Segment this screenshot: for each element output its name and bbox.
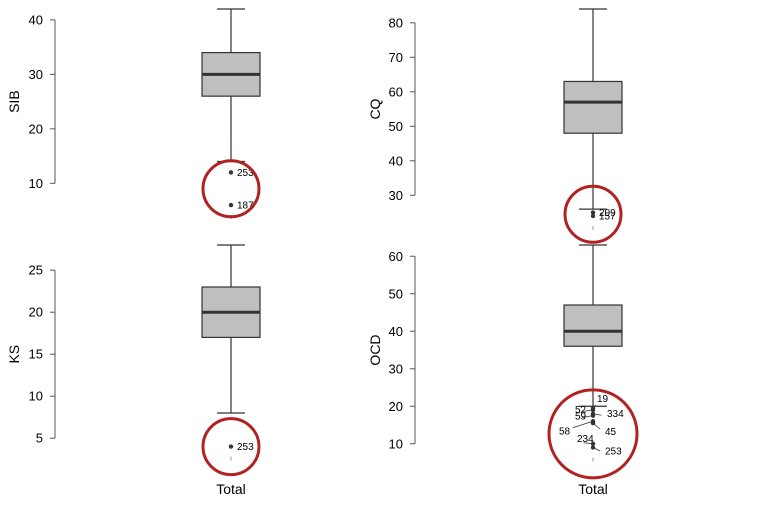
outliers: 253 187 <box>228 168 254 212</box>
outlier-highlight-circle <box>563 184 623 244</box>
outlier-point <box>228 444 234 449</box>
outlier-label: 59 <box>575 412 587 423</box>
y-tick-label: 30 <box>29 67 43 82</box>
outlier-point <box>228 202 234 208</box>
boxplot-panel-sib: 10 20 30 40 SIB 253 187 <box>6 8 261 220</box>
outlier-label: 209 <box>599 208 616 219</box>
y-tick-label: 70 <box>389 50 403 65</box>
outlier-label: 157 <box>599 212 616 223</box>
y-tick-label: 40 <box>29 12 43 27</box>
outlier-label: 187 <box>237 201 254 212</box>
y-tick-label: 50 <box>389 286 403 301</box>
outlier-label: 253 <box>237 168 254 179</box>
y-axis-title: KS <box>6 345 22 364</box>
outlier-label: 45 <box>605 427 617 438</box>
outlier-leader <box>583 442 594 445</box>
y-tick-label: 60 <box>389 84 403 99</box>
outlier-leader <box>592 422 601 430</box>
y-axis: 5 10 15 20 25 <box>29 263 56 446</box>
y-tick-label: 20 <box>389 399 403 414</box>
boxplot-panel-ks: 5 10 15 20 25 KS 253 Total <box>6 244 261 497</box>
y-tick-label: 40 <box>389 324 403 339</box>
y-axis: 30 40 50 60 70 80 <box>389 15 416 203</box>
outlier-highlight-circle <box>547 388 639 480</box>
y-tick-label: 60 <box>389 249 403 264</box>
outlier-leader <box>572 420 594 429</box>
y-tick-label: 10 <box>389 436 403 451</box>
outlier-label: 234 <box>577 434 594 445</box>
y-axis: 10 20 30 40 <box>29 12 56 191</box>
y-tick-label: 10 <box>29 176 43 191</box>
outlier-highlight-circle <box>201 159 261 219</box>
outlier-leader <box>592 447 601 452</box>
outlier-point <box>590 213 596 219</box>
outlier-label: 253 <box>237 442 254 453</box>
y-tick-label: 80 <box>389 15 403 30</box>
outlier-label: 19 <box>597 394 609 405</box>
y-tick-label: 10 <box>29 389 43 404</box>
y-tick-label: 20 <box>29 121 43 136</box>
y-axis-title: SIB <box>6 90 22 113</box>
box <box>201 244 261 414</box>
y-tick-label: 50 <box>389 119 403 134</box>
outlier-label: 58 <box>559 426 571 437</box>
outlier-highlight-circle <box>201 417 261 477</box>
y-tick-label: 30 <box>389 361 403 376</box>
x-axis-label: Total <box>578 481 608 497</box>
y-axis-title: CQ <box>367 98 383 119</box>
box <box>563 244 623 407</box>
iqr-box <box>563 304 623 347</box>
outlier-label: 334 <box>607 409 624 420</box>
y-axis: 10 20 30 40 50 60 <box>389 249 416 451</box>
y-tick-label: 5 <box>36 431 43 446</box>
boxplot-panel-ocd: 10 20 30 40 50 60 OCD 19 52 334 59 58 45 234 253 Total <box>367 244 639 497</box>
outlier-label: 253 <box>605 447 622 458</box>
y-axis-title: OCD <box>367 334 383 365</box>
y-tick-label: 15 <box>29 347 43 362</box>
outlier-leader <box>582 415 594 419</box>
outlier-label: 52 <box>575 405 587 416</box>
iqr-box <box>563 80 623 134</box>
box <box>201 8 261 163</box>
outlier-point <box>228 170 234 175</box>
box <box>563 8 623 210</box>
outliers: 253 <box>228 442 254 453</box>
outlier-leader <box>592 404 596 409</box>
x-axis-label: Total <box>216 481 246 497</box>
y-tick-label: 20 <box>29 305 43 320</box>
outlier-point <box>590 210 596 215</box>
y-tick-label: 25 <box>29 263 43 278</box>
y-tick-label: 30 <box>389 188 403 203</box>
outlier-leader <box>582 409 594 412</box>
outliers: 19 52 334 59 58 45 234 253 <box>559 394 624 457</box>
y-tick-label: 40 <box>389 153 403 168</box>
